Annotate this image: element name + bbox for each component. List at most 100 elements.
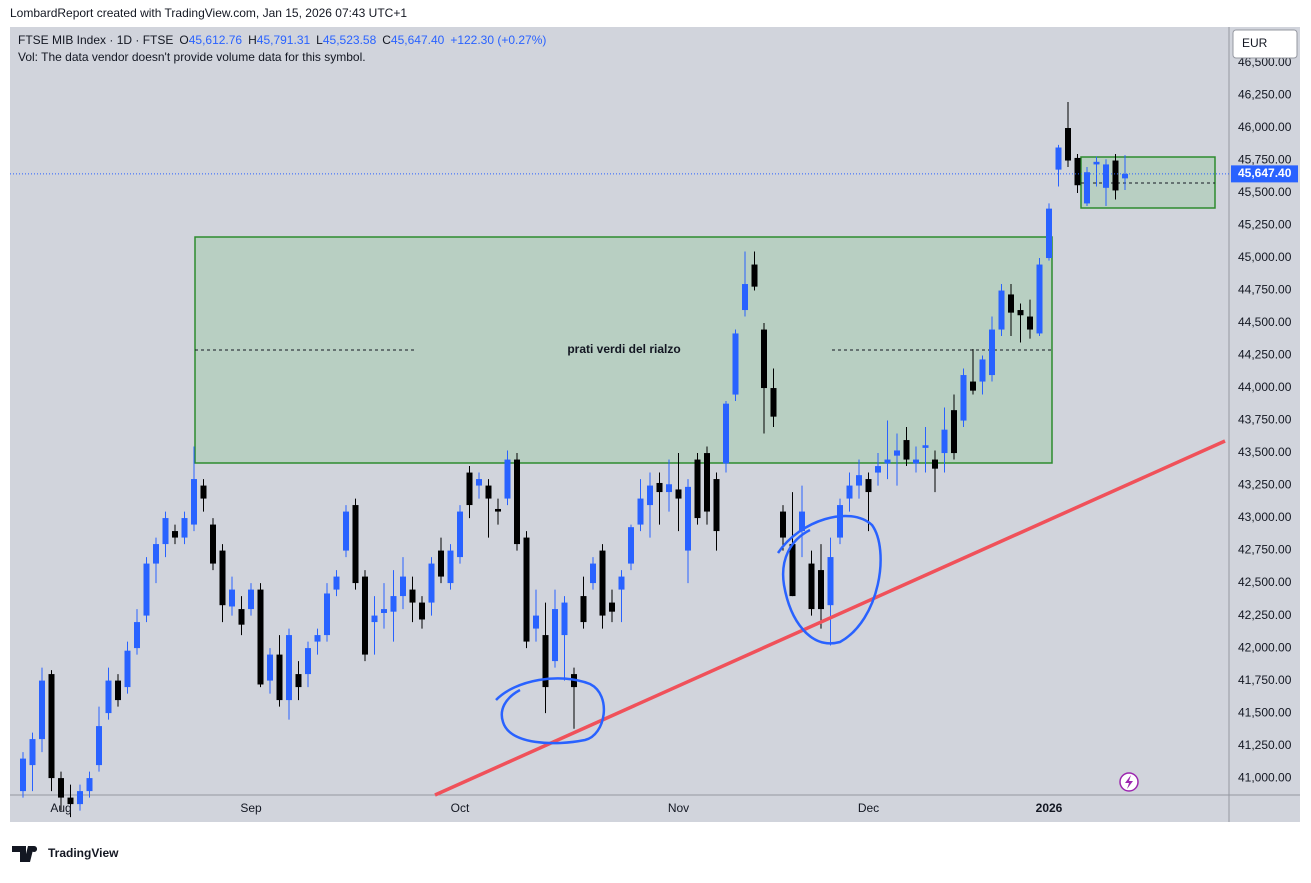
y-tick-label: 43,500.00 <box>1238 445 1292 459</box>
candle-body <box>276 654 283 701</box>
annotation: prati verdi del rialzo <box>567 342 680 356</box>
candle-body <box>485 485 492 499</box>
candle-body <box>29 739 36 766</box>
candle-body <box>894 450 900 456</box>
candle-body <box>913 459 919 464</box>
price-axis <box>1229 27 1300 822</box>
candle-body <box>732 333 739 395</box>
legend: FTSE MIB Index · 1D · FTSE O45,612.76 H45,… <box>18 33 546 47</box>
candle-body <box>229 589 235 607</box>
candle-body <box>761 329 767 389</box>
volume-note: Vol: The data vendor doesn't provide vol… <box>18 50 366 64</box>
candle-body <box>941 429 948 454</box>
candle-body <box>409 589 416 603</box>
ohlc-value: 45,791.31 <box>257 33 311 47</box>
candle-body <box>210 524 216 564</box>
y-tick-label: 45,750.00 <box>1238 153 1292 167</box>
candle-body <box>457 511 463 558</box>
candle-body <box>324 593 330 636</box>
axis: 41,000.00 41,250.00 41,500.00 41,750.00 42,0… <box>10 55 1298 815</box>
candle-body <box>96 726 102 766</box>
candle-body <box>314 635 321 642</box>
candle-body <box>685 486 691 551</box>
x-tick-label: Nov <box>668 801 689 815</box>
x-tick-label: 2026 <box>1036 801 1063 815</box>
candle-body <box>105 680 112 714</box>
candle-body <box>1122 173 1128 179</box>
candle-body <box>656 482 663 493</box>
candle-body <box>39 680 45 740</box>
y-tick-label: 41,000.00 <box>1238 770 1292 784</box>
y-tick-label: 43,750.00 <box>1238 413 1292 427</box>
currency[interactable]: EUR <box>1242 36 1268 50</box>
y-tick-label: 45,500.00 <box>1238 185 1292 199</box>
candle-body <box>770 388 777 417</box>
candle-body <box>789 544 796 597</box>
candle-body <box>1027 316 1033 330</box>
symbol: FTSE MIB Index · 1D · FTSE <box>18 33 173 47</box>
drawings <box>194 156 1216 464</box>
candle-body <box>989 329 995 376</box>
candle-body <box>438 550 444 577</box>
candle-body <box>799 511 805 532</box>
candle-body <box>476 479 482 486</box>
candle-body <box>162 518 169 545</box>
candle-body <box>1055 147 1062 170</box>
candle-body <box>960 375 967 421</box>
drawings: prati verdi del rialzo <box>434 342 1226 797</box>
candle-body <box>1008 294 1014 313</box>
circle-drawing <box>495 677 606 745</box>
candle-body <box>751 264 758 287</box>
ohlc-value: 45,612.76 <box>189 33 243 47</box>
y-tick-label: 41,500.00 <box>1238 705 1292 719</box>
y-tick-label: 41,250.00 <box>1238 738 1292 752</box>
currency-box[interactable] <box>1232 29 1298 59</box>
zone-rect <box>194 236 1053 464</box>
candle-body <box>865 479 872 493</box>
candle-body <box>979 359 986 382</box>
candle-body <box>495 508 501 512</box>
last-price-box <box>1231 165 1298 183</box>
y-tick-label: 46,500.00 <box>1238 55 1292 69</box>
candle-body <box>780 511 786 538</box>
ohlc-key: O <box>179 33 188 47</box>
ohlc-key: L <box>316 33 323 47</box>
candle-body <box>628 527 634 564</box>
y-tick-label: 45,250.00 <box>1238 218 1292 232</box>
y-tick-label: 44,250.00 <box>1238 348 1292 362</box>
candle-body <box>694 459 701 519</box>
candle-body <box>390 596 397 612</box>
candle-body <box>998 290 1005 330</box>
circle-drawing <box>776 514 882 645</box>
candle-body <box>181 518 188 538</box>
x-tick-label: Dec <box>858 801 879 815</box>
y-tick-label: 41,750.00 <box>1238 673 1292 687</box>
candle-body <box>115 680 121 701</box>
candle-body <box>143 563 150 616</box>
candle-body <box>67 797 74 805</box>
candle-body <box>295 674 302 688</box>
candle-body <box>466 472 473 506</box>
candle-body <box>1103 164 1109 188</box>
candle-body <box>856 475 862 486</box>
x-tick-label: Oct <box>451 801 470 815</box>
candle-body <box>846 485 853 499</box>
brand-logo <box>12 846 38 862</box>
candle-body <box>305 648 311 675</box>
y-tick-label: 46,250.00 <box>1238 88 1292 102</box>
candle-body <box>1084 172 1090 204</box>
ohlc-key: C <box>382 33 391 47</box>
y-tick-label: 45,000.00 <box>1238 250 1292 264</box>
candle-body <box>713 479 720 532</box>
candles <box>20 102 1128 818</box>
candle-body <box>523 537 530 642</box>
candle-body <box>1112 160 1119 191</box>
y-tick-label: 42,250.00 <box>1238 608 1292 622</box>
candle-body <box>267 654 273 681</box>
candle-body <box>580 596 587 623</box>
candle-body <box>257 589 264 685</box>
candle-body <box>647 485 653 506</box>
candle-body <box>637 498 644 525</box>
y-tick-label: 42,750.00 <box>1238 543 1292 557</box>
